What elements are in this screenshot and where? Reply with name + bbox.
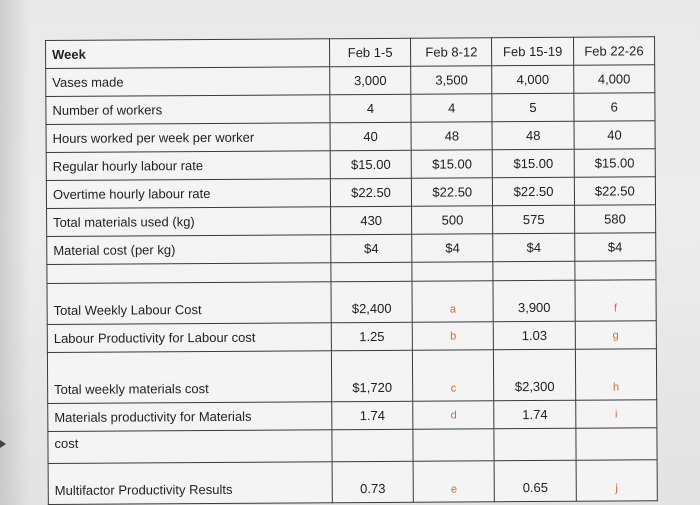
- cell: 4: [411, 93, 493, 123]
- cell: $22.50: [411, 177, 493, 207]
- productivity-table-sheet: Week Feb 1-5 Feb 8-12 Feb 15-19 Feb 22-2…: [45, 36, 658, 505]
- table-row: Number of workers 4 4 5 6: [45, 92, 656, 125]
- cell: 4,000: [573, 64, 655, 94]
- cell: 40: [573, 120, 656, 150]
- productivity-table: Week Feb 1-5 Feb 8-12 Feb 15-19 Feb 22-2…: [45, 36, 658, 505]
- row-label: Hours worked per week per worker: [46, 122, 331, 153]
- answer-blank: d: [412, 400, 495, 430]
- arrow-marker-icon: [0, 440, 6, 448]
- cell: $15.00: [573, 148, 656, 178]
- row-label-continued: cost: [47, 429, 333, 464]
- cell: 3,000: [329, 66, 412, 95]
- cell: $15.00: [330, 150, 412, 179]
- answer-blank: a: [412, 280, 494, 323]
- header-row: Week Feb 1-5 Feb 8-12 Feb 15-19 Feb 22-2…: [45, 36, 655, 69]
- cell: $4: [574, 232, 656, 262]
- table-row: Total Weekly Labour Cost $2,400 a 3,900 …: [46, 279, 657, 325]
- cell: 4,000: [492, 65, 574, 94]
- answer-blank: j: [575, 459, 658, 502]
- answer-blank: f: [574, 279, 657, 322]
- cell: 580: [574, 204, 656, 234]
- answer-blank: b: [412, 321, 494, 351]
- row-label: Total materials used (kg): [46, 206, 331, 237]
- answer-blank: i: [575, 399, 657, 429]
- cell: 0.73: [332, 461, 414, 503]
- cell: $1,720: [331, 350, 413, 402]
- row-label: Total weekly materials cost: [47, 350, 332, 404]
- row-label: Overtime hourly labour rate: [46, 178, 331, 209]
- table-row: Total weekly materials cost $1,720 c $2,…: [47, 348, 657, 404]
- table-row: cost: [47, 427, 658, 464]
- cell: 1.03: [493, 321, 576, 350]
- cell: 3,900: [493, 280, 575, 322]
- row-label: Material cost (per kg): [46, 234, 331, 265]
- cell: $2,400: [330, 281, 413, 323]
- row-label: Total Weekly Labour Cost: [46, 281, 332, 325]
- cell: $22.50: [492, 177, 575, 206]
- cell: 3,500: [410, 65, 493, 95]
- col-header: Feb 8-12: [410, 37, 493, 67]
- page-shadow: [0, 0, 30, 505]
- answer-blank: g: [574, 320, 657, 350]
- cell: 575: [492, 205, 575, 234]
- row-label: Regular hourly labour rate: [46, 150, 331, 181]
- cell: 1.74: [494, 400, 576, 429]
- answer-blank: c: [412, 349, 495, 402]
- row-label: Materials productivity for Materials: [47, 401, 332, 432]
- cell: 5: [492, 93, 574, 122]
- cell: $15.00: [411, 149, 493, 179]
- row-label: Vases made: [45, 66, 330, 97]
- cell: 48: [411, 121, 493, 151]
- cell: 6: [573, 92, 656, 122]
- cell: 430: [330, 206, 412, 235]
- col-header: Feb 15-19: [491, 37, 574, 66]
- cell: $2,300: [493, 349, 576, 401]
- week-header: Week: [45, 38, 330, 69]
- cell: $22.50: [574, 176, 656, 206]
- col-header: Feb 22-26: [573, 36, 655, 66]
- cell: 40: [329, 122, 412, 151]
- table-row: Labour Productivity for Labour cost 1.25…: [47, 320, 657, 353]
- table-row: Multifactor Productivity Results 0.73 e …: [48, 459, 658, 505]
- cell: 500: [411, 205, 494, 235]
- row-label: Labour Productivity for Labour cost: [47, 322, 332, 353]
- cell: $4: [411, 233, 494, 263]
- cell: $22.50: [330, 178, 412, 207]
- cell: 0.65: [494, 460, 577, 502]
- answer-blank: h: [575, 348, 657, 401]
- table-row: Material cost (per kg) $4 $4 $4 $4: [46, 232, 656, 265]
- table-row: Regular hourly labour rate $15.00 $15.00…: [46, 148, 656, 181]
- row-label: Multifactor Productivity Results: [48, 461, 333, 505]
- answer-blank: e: [413, 460, 495, 503]
- cell: 4: [329, 94, 412, 123]
- cell: $4: [493, 233, 575, 262]
- cell: 1.74: [331, 401, 414, 430]
- cell: $4: [330, 234, 413, 263]
- table-row: Hours worked per week per worker 40 48 4…: [46, 120, 656, 153]
- cell: 48: [492, 121, 574, 150]
- cell: 1.25: [331, 322, 413, 351]
- col-header: Feb 1-5: [329, 38, 411, 67]
- row-label: Number of workers: [45, 94, 330, 125]
- table-row: Vases made 3,000 3,500 4,000 4,000: [45, 64, 655, 97]
- table-row: Materials productivity for Materials 1.7…: [47, 399, 657, 432]
- cell: $15.00: [492, 149, 575, 178]
- table-row: Total materials used (kg) 430 500 575 58…: [46, 204, 656, 237]
- table-row: Overtime hourly labour rate $22.50 $22.5…: [46, 176, 656, 209]
